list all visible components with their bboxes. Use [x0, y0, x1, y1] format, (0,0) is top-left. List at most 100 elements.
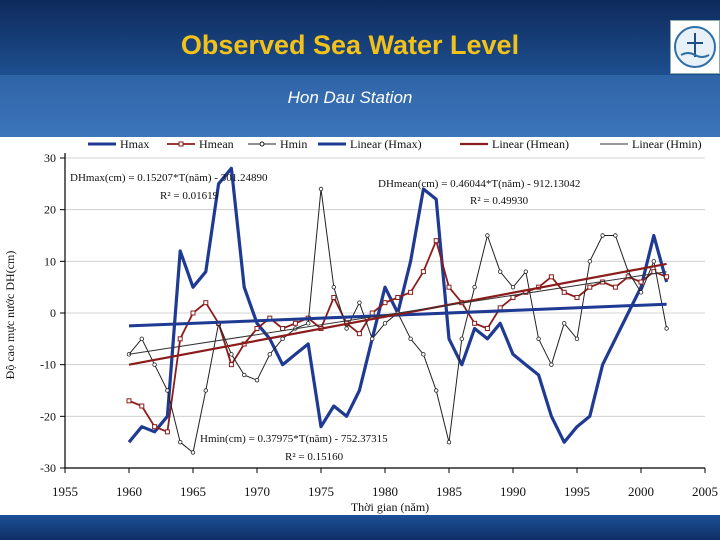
legend-label-hmax: Hmax	[120, 137, 149, 151]
data-point-hmin	[549, 362, 554, 367]
x-tick-label: 2005	[692, 484, 718, 499]
data-point-hmean	[548, 274, 554, 280]
data-point-hmin	[536, 336, 541, 342]
series-line-hmin	[128, 188, 668, 453]
x-tick-label: 1975	[308, 484, 334, 499]
data-point-hmean	[420, 269, 426, 275]
data-point-hmin	[600, 233, 605, 238]
header-bar	[0, 0, 720, 75]
data-point-hmin	[485, 233, 490, 238]
y-axis-label: Độ cao mực nước DH(cm)	[3, 251, 17, 380]
data-point-hmean	[203, 300, 209, 306]
data-point-hmin	[472, 284, 477, 290]
data-point-hmin	[459, 336, 464, 342]
data-point-hmin	[638, 290, 644, 295]
data-point-hmin	[651, 259, 656, 264]
x-tick-label: 1995	[564, 484, 590, 499]
series-line-linear-hmean	[128, 262, 667, 366]
data-point-hmin	[139, 336, 144, 342]
series-line-hmean	[128, 239, 667, 433]
data-point-hmin	[190, 450, 196, 455]
data-point-hmean	[446, 284, 452, 290]
y-tick-label: 0	[50, 306, 56, 320]
data-point-hmean	[395, 295, 401, 300]
series-line-linear-hmin	[128, 271, 667, 355]
x-tick-label: 1990	[500, 484, 526, 499]
x-tick-label: 1960	[116, 484, 142, 499]
data-point-hmean	[638, 279, 644, 285]
data-point-hmean	[369, 310, 375, 316]
legend-marker-hmean	[178, 141, 184, 147]
logo-emblem-icon	[674, 26, 716, 68]
data-point-hmean	[164, 429, 170, 435]
data-point-hmin	[587, 259, 592, 264]
y-tick-label: 30	[44, 151, 56, 165]
data-point-hmean	[484, 326, 490, 331]
footer-bar	[0, 515, 720, 540]
data-point-hmean	[331, 295, 337, 300]
legend-label-hmin: Hmin	[280, 137, 307, 151]
page-subtitle: Hon Dau Station	[287, 88, 413, 107]
data-point-hmin	[203, 388, 208, 393]
data-point-hmean	[433, 238, 439, 244]
annotation-hmean-r2: R² = 0.49930	[470, 195, 529, 207]
y-tick-label: -20	[40, 409, 56, 423]
data-point-hmin	[574, 336, 580, 342]
legend-label-linear-hmax: Linear (Hmax)	[350, 137, 422, 151]
data-point-hmin	[421, 352, 426, 357]
x-tick-label: 1955	[52, 484, 78, 499]
data-point-hmin	[318, 186, 324, 192]
data-point-hmean	[664, 274, 670, 280]
data-point-hmin	[241, 372, 247, 378]
x-tick-label: 2000	[628, 484, 654, 499]
data-point-hmin	[177, 439, 183, 445]
annotation-hmean-eq: DHmean(cm) = 0.46044*T(năm) - 912.13042	[378, 178, 580, 190]
data-point-hmean	[587, 284, 593, 290]
data-point-hmin	[510, 284, 516, 290]
data-point-hmin	[523, 269, 528, 274]
data-point-hmin	[229, 352, 234, 357]
data-point-hmin	[446, 439, 452, 445]
x-tick-label: 1985	[436, 484, 462, 499]
data-point-hmin	[434, 388, 439, 393]
data-point-hmean	[190, 310, 196, 316]
data-point-hmean	[497, 305, 503, 311]
data-point-hmean	[561, 289, 567, 295]
data-point-hmin	[165, 388, 170, 393]
chart-area: 30 20 10 0 -10 -20 -30 1955 1960 1965 1970 1975 198…	[0, 137, 720, 515]
data-point-hmin	[152, 362, 157, 367]
data-point-hmean	[356, 331, 362, 337]
data-point-hmin	[331, 284, 336, 290]
data-point-hmean	[510, 295, 516, 300]
annotation-hmin-eq: Hmin(cm) = 0.37975*T(năm) - 752.37315	[200, 433, 388, 445]
data-point-hmean	[408, 289, 414, 295]
y-tick-label: -30	[40, 461, 56, 475]
data-point-hmean	[574, 295, 580, 300]
sea-level-chart: 30 20 10 0 -10 -20 -30 1955 1960 1965 1970 1975 198…	[3, 137, 718, 514]
x-tick-label: 1965	[180, 484, 206, 499]
y-tick-label: 10	[44, 254, 56, 268]
x-tick-label: 1970	[244, 484, 270, 499]
subtitle-band	[0, 75, 720, 137]
annotation-hmin-r2: R² = 0.15160	[285, 451, 344, 463]
data-point-hmean	[139, 403, 145, 409]
data-point-hmin	[357, 300, 362, 305]
data-point-hmean	[612, 284, 618, 290]
annotation-hmax-eq: DHmax(cm) = 0.15207*T(năm) - 301.24890	[70, 172, 268, 184]
data-point-hmin	[613, 233, 618, 238]
data-point-hmean	[228, 362, 234, 368]
data-point-hmean	[472, 320, 478, 326]
legend-label-linear-hmin: Linear (Hmin)	[632, 137, 702, 151]
legend: Hmax Hmean Hmin Linear (Hmax) Linear (Hmean)…	[88, 137, 702, 151]
legend-label-hmean: Hmean	[199, 137, 234, 151]
data-point-hmin	[344, 326, 349, 331]
data-point-hmin	[306, 321, 311, 326]
y-tick-label: 20	[44, 203, 56, 217]
data-point-hmin	[562, 321, 567, 326]
data-point-hmin	[280, 336, 285, 342]
data-point-hmean	[280, 326, 286, 331]
legend-marker-hmin	[259, 141, 265, 147]
data-point-hmin	[664, 326, 669, 331]
data-point-hmean	[382, 300, 388, 306]
data-point-hmin	[254, 377, 260, 383]
